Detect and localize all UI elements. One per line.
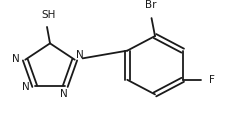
Text: N: N — [22, 82, 30, 92]
Text: N: N — [13, 54, 20, 64]
Text: SH: SH — [42, 10, 56, 20]
Text: Br: Br — [145, 0, 156, 10]
Text: N: N — [76, 50, 84, 60]
Text: F: F — [209, 75, 215, 85]
Text: N: N — [60, 89, 68, 99]
